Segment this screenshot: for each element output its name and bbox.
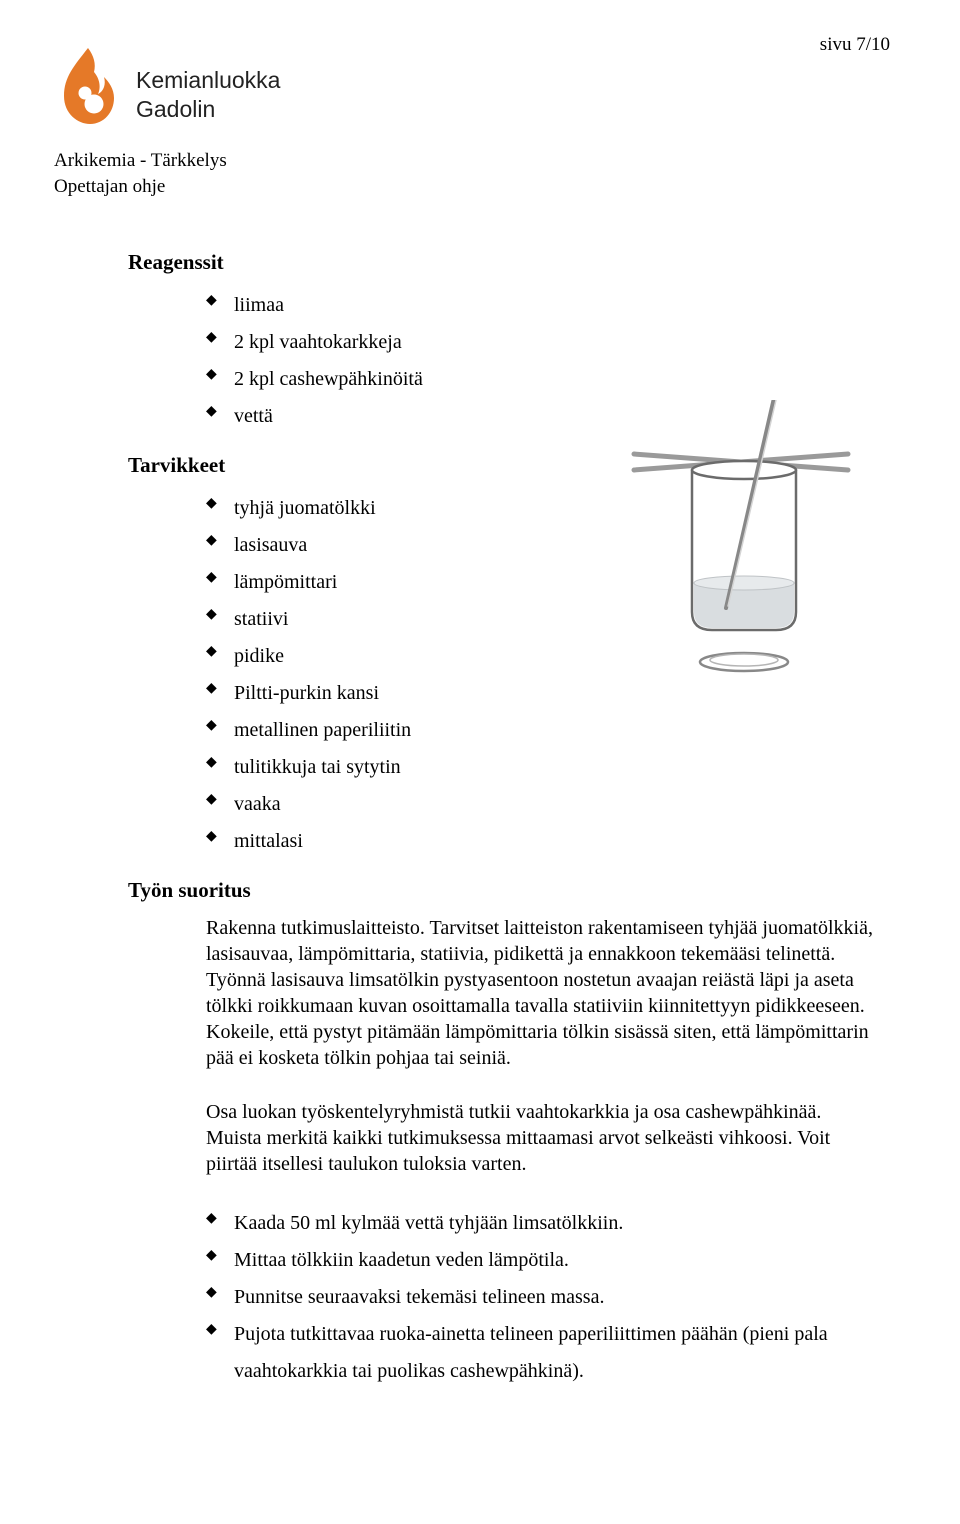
list-item: Punnitse seuraavaksi tekemäsi telineen m… [206,1279,878,1316]
list-item: metallinen paperiliitin [206,712,878,749]
reagenssit-list: liimaa 2 kpl vaahtokarkkeja 2 kpl cashew… [206,287,878,435]
content: Reagenssit liimaa 2 kpl vaahtokarkkeja 2… [128,250,878,1408]
list-item: 2 kpl cashewpähkinöitä [206,361,878,398]
list-item: lasisauva [206,527,878,564]
header: Kemianluokka Gadolin [54,44,280,128]
subheader: Arkikemia - Tärkkelys Opettajan ohje [54,148,227,199]
list-item: tyhjä juomatölkki [206,490,878,527]
tyonsuoritus-steps: Kaada 50 ml kylmää vettä tyhjään limsatö… [206,1205,878,1390]
list-item: statiivi [206,601,878,638]
list-item: Mittaa tölkkiin kaadetun veden lämpötila… [206,1242,878,1279]
tarvikkeet-list: tyhjä juomatölkki lasisauva lämpömittari… [206,490,878,860]
list-item: vettä [206,398,878,435]
subheader-line1: Arkikemia - Tärkkelys [54,148,227,174]
logo-flame-icon [54,44,124,128]
list-item: Kaada 50 ml kylmää vettä tyhjään limsatö… [206,1205,878,1242]
page-number: sivu 7/10 [820,34,890,56]
list-item: lämpömittari [206,564,878,601]
reagenssit-title: Reagenssit [128,250,878,275]
logo-line2: Gadolin [136,95,280,124]
tyonsuoritus-para1: Rakenna tutkimuslaitteisto. Tarvitset la… [206,915,878,1071]
logo-line1: Kemianluokka [136,66,280,95]
list-item: pidike [206,638,878,675]
logo-text: Kemianluokka Gadolin [136,44,280,124]
list-item: Piltti-purkin kansi [206,675,878,712]
list-item: mittalasi [206,823,878,860]
subheader-line2: Opettajan ohje [54,174,227,200]
tyonsuoritus-para2: Osa luokan työskentelyryhmistä tutkii va… [206,1099,878,1177]
list-item: vaaka [206,786,878,823]
tyonsuoritus-title: Työn suoritus [128,878,878,903]
tarvikkeet-title: Tarvikkeet [128,453,878,478]
list-item: liimaa [206,287,878,324]
list-item: Pujota tutkittavaa ruoka-ainetta telinee… [206,1316,878,1390]
list-item: 2 kpl vaahtokarkkeja [206,324,878,361]
list-item: tulitikkuja tai sytytin [206,749,878,786]
